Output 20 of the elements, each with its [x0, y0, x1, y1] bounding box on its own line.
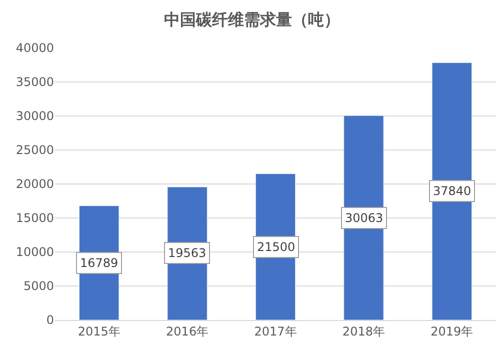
data-label: 37840 [433, 184, 472, 198]
y-tick-label: 0 [46, 313, 54, 328]
y-tick-label: 20000 [16, 177, 54, 192]
y-tick-label: 40000 [16, 41, 54, 56]
data-label: 21500 [257, 240, 296, 254]
data-label: 19563 [168, 246, 206, 260]
y-tick-label: 10000 [16, 245, 54, 260]
data-label: 16789 [80, 256, 118, 270]
y-tick-label: 5000 [23, 279, 54, 294]
x-tick-label: 2016年 [166, 324, 209, 338]
chart-title: 中国碳纤维需求量（吨） [164, 10, 340, 30]
y-tick-label: 30000 [16, 109, 54, 124]
x-tick-label: 2019年 [430, 324, 474, 338]
x-tick-label: 2018年 [342, 324, 385, 338]
data-label: 30063 [345, 211, 384, 225]
x-tick-label: 2017年 [254, 324, 297, 338]
y-tick-label: 25000 [16, 143, 54, 158]
y-tick-label: 35000 [16, 75, 54, 90]
x-tick-label: 2015年 [78, 324, 120, 338]
y-tick-label: 15000 [16, 211, 54, 226]
